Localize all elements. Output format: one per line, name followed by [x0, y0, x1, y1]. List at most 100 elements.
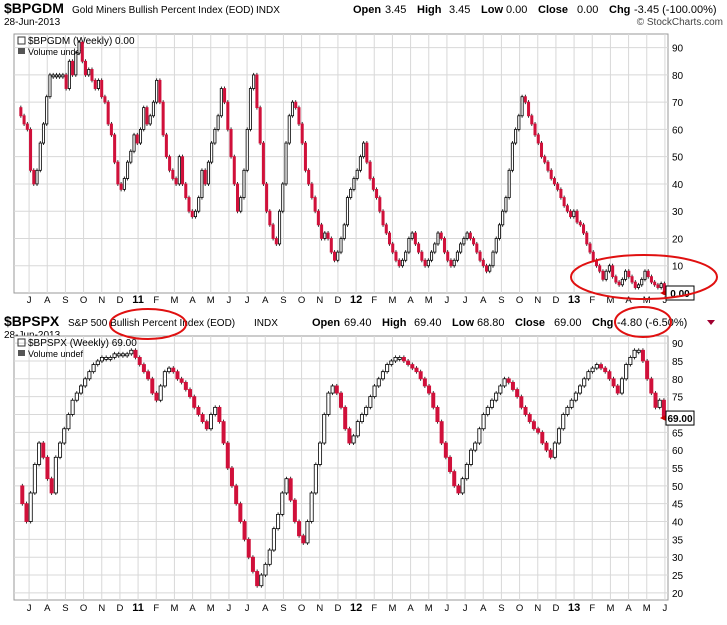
candle: [515, 389, 520, 398]
candle: [530, 115, 534, 125]
candle: [242, 521, 247, 540]
candle: [197, 197, 201, 212]
candles: [19, 40, 666, 295]
candle: [174, 178, 178, 185]
candle: [657, 399, 662, 408]
candle: [142, 107, 146, 130]
candle: [464, 464, 469, 480]
candle: [116, 161, 120, 185]
candle: [352, 178, 356, 190]
candle: [154, 392, 159, 401]
x-tick-label: M: [606, 295, 614, 306]
y-tick-label: 20: [672, 234, 684, 245]
candle: [342, 224, 346, 239]
candle: [439, 421, 444, 444]
candle: [135, 134, 139, 144]
candle: [193, 210, 197, 218]
candle: [552, 178, 556, 185]
y-tick-label: 60: [672, 125, 684, 136]
candle: [223, 88, 227, 103]
candle: [656, 284, 660, 288]
x-tick-label: A: [407, 295, 414, 306]
candle: [255, 74, 259, 109]
candle: [126, 161, 130, 179]
candle: [569, 399, 574, 408]
candle: [204, 421, 209, 430]
quote-chg-label: Chg: [609, 4, 630, 16]
candle: [653, 392, 658, 408]
y-tick-label: 50: [672, 482, 684, 493]
candle: [439, 232, 443, 239]
x-tick-label: J: [463, 603, 468, 614]
candle: [431, 392, 436, 408]
candle: [58, 74, 62, 78]
y-tick-label: 25: [672, 571, 684, 582]
candle: [420, 251, 424, 261]
candle: [659, 283, 663, 288]
candle: [473, 442, 478, 451]
candle: [510, 381, 515, 390]
candle: [288, 478, 293, 501]
candle: [74, 392, 79, 401]
candle: [468, 232, 472, 239]
candle: [99, 357, 104, 362]
candle: [557, 428, 562, 444]
candle: [96, 79, 100, 89]
annotation-ellipse: [109, 308, 187, 340]
candle: [284, 142, 288, 185]
panel-bpgdm: $BPGDM Gold Miners Bullish Percent Index …: [4, 0, 723, 306]
candle: [330, 385, 335, 394]
x-tick-label: M: [606, 603, 614, 614]
candle: [582, 224, 586, 234]
candle: [485, 265, 489, 272]
candle: [323, 232, 327, 239]
x-tick-label: M: [643, 603, 651, 614]
legend-volume: Volume undef: [28, 349, 84, 359]
candle: [556, 183, 560, 190]
candle: [653, 281, 657, 286]
panel-date: 28-Jun-2013: [4, 17, 61, 28]
x-tick-label: 11: [132, 294, 144, 306]
candle: [51, 74, 55, 78]
panel-exchange: INDX: [256, 5, 280, 16]
candle: [113, 134, 117, 163]
candle: [20, 485, 25, 505]
candle: [426, 259, 430, 267]
candle: [280, 492, 285, 515]
candle: [334, 385, 339, 394]
x-tick-label: O: [298, 603, 305, 614]
x-tick-label: O: [80, 295, 87, 306]
panel-bpspx: $BPSPX S&P 500 Bullish Percent Index (EOD…: [4, 306, 715, 614]
candle: [640, 278, 644, 286]
candle: [261, 142, 265, 185]
candle: [497, 224, 501, 239]
legend-candle-icon: [17, 338, 26, 347]
candle: [129, 349, 134, 355]
candle: [527, 101, 531, 117]
y-tick-label: 85: [672, 357, 684, 368]
quote-high-value: 69.40: [414, 317, 442, 329]
candle: [401, 357, 406, 362]
candle: [305, 521, 310, 544]
candle: [246, 538, 251, 558]
candle: [41, 442, 46, 458]
candle: [617, 281, 621, 286]
quote-chg-value: -3.45 (-100.00%): [634, 4, 717, 16]
y-tick-label: 60: [672, 446, 684, 457]
candle: [591, 251, 595, 261]
candle: [565, 205, 569, 212]
legend-primary: $BPSPX (Weekly) 69.00: [28, 338, 137, 349]
candle: [611, 378, 616, 387]
y-tick-label: 55: [672, 464, 684, 475]
x-tick-label: N: [534, 295, 541, 306]
candle: [267, 549, 272, 565]
candle: [540, 431, 545, 444]
candle: [259, 574, 264, 587]
candle: [481, 414, 486, 430]
candle: [465, 232, 469, 239]
x-tick-label: J: [445, 295, 450, 306]
x-tick-label: F: [371, 295, 377, 306]
candle: [45, 96, 49, 125]
candle: [501, 210, 505, 226]
candle: [384, 224, 388, 234]
